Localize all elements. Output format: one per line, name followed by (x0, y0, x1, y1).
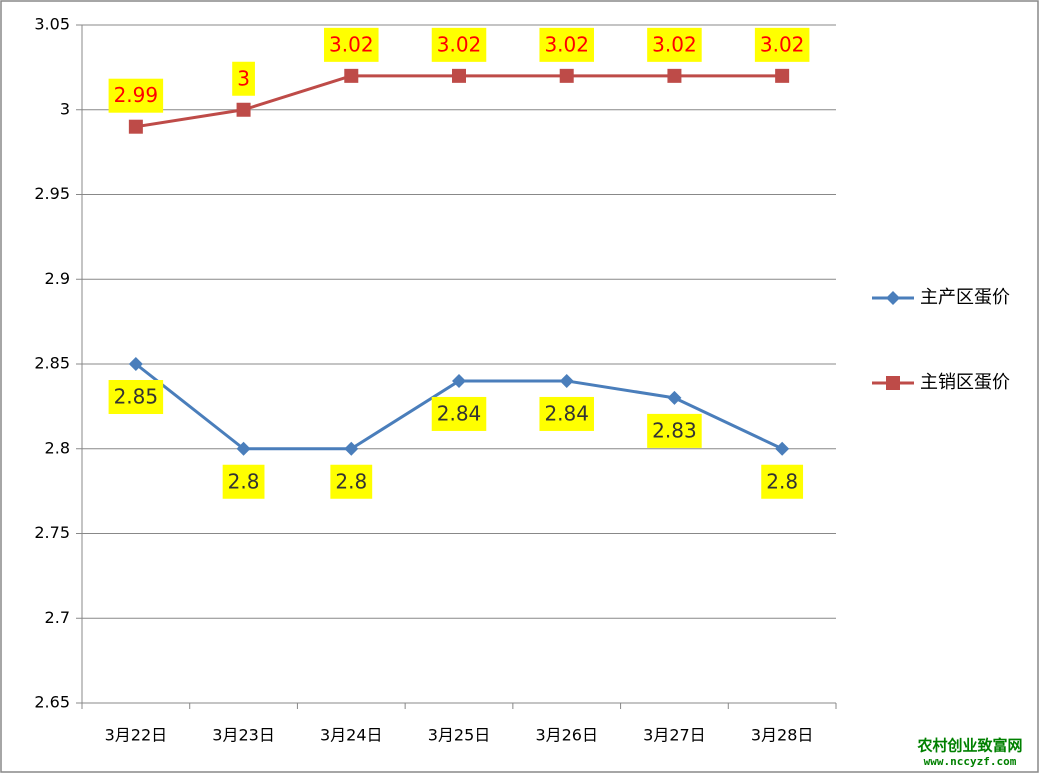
data-point (775, 441, 790, 456)
y-tick-label: 2.65 (34, 693, 70, 712)
y-tick-label: 2.7 (45, 608, 70, 627)
data-label: 3.02 (544, 32, 589, 56)
y-tick-label: 2.75 (34, 523, 70, 542)
data-label-bg (647, 27, 702, 62)
data-label-bg (222, 464, 265, 499)
x-tick-label: 3月22日 (105, 726, 168, 745)
data-label: 2.84 (544, 401, 589, 425)
data-label-bg (330, 464, 373, 499)
data-label-bg (761, 464, 804, 499)
legend-label: 主产区蛋价 (920, 287, 1010, 308)
data-point (344, 68, 359, 83)
data-point (236, 102, 251, 117)
data-point (667, 390, 682, 405)
data-label: 2.84 (437, 401, 482, 425)
data-label-bg (324, 27, 379, 62)
watermark-site: 农村创业致富网 (916, 737, 1022, 755)
data-label: 3.02 (437, 32, 482, 56)
data-label-bg (431, 396, 487, 431)
data-label-bg (232, 61, 255, 96)
x-tick-label: 3月27日 (643, 726, 706, 745)
data-point (667, 68, 682, 83)
y-tick-label: 3.05 (34, 15, 70, 34)
data-label-bg (539, 27, 594, 62)
data-label: 3.02 (760, 32, 805, 56)
data-label-bg (539, 396, 594, 431)
y-tick-label: 3 (60, 99, 70, 118)
data-label: 2.8 (228, 469, 260, 493)
data-point (886, 376, 900, 390)
x-tick-label: 3月25日 (428, 726, 491, 745)
data-point (559, 373, 574, 388)
data-label: 2.99 (114, 83, 159, 107)
data-point (128, 357, 143, 371)
legend-label: 主销区蛋价 (920, 372, 1010, 393)
data-point (452, 373, 466, 388)
data-point (775, 68, 790, 83)
data-point (559, 68, 574, 83)
x-tick-label: 3月26日 (535, 726, 598, 745)
y-tick-label: 2.9 (45, 269, 70, 288)
data-label-bg (647, 413, 702, 448)
data-point (344, 441, 359, 456)
data-point (886, 291, 900, 305)
data-label: 3.02 (652, 32, 697, 56)
watermark-url: www.nccyzf.com (924, 755, 1017, 768)
x-tick-label: 3月23日 (212, 726, 275, 745)
data-point (236, 441, 251, 456)
x-tick-label: 3月28日 (751, 726, 814, 745)
data-label: 2.8 (335, 469, 367, 493)
data-label-bg (108, 380, 164, 414)
data-label: 3.02 (329, 32, 374, 56)
data-label: 2.8 (766, 469, 798, 493)
x-tick-label: 3月24日 (320, 726, 383, 745)
data-point (452, 68, 466, 83)
data-label: 2.83 (652, 418, 697, 442)
data-label: 2.85 (114, 385, 159, 409)
y-tick-label: 2.8 (45, 438, 70, 457)
data-label-bg (754, 27, 810, 62)
data-point (128, 119, 143, 134)
y-tick-label: 2.85 (34, 354, 70, 373)
data-label-bg (108, 78, 164, 113)
data-label-bg (431, 27, 487, 62)
data-label: 3 (237, 66, 250, 90)
y-tick-label: 2.95 (34, 184, 70, 203)
